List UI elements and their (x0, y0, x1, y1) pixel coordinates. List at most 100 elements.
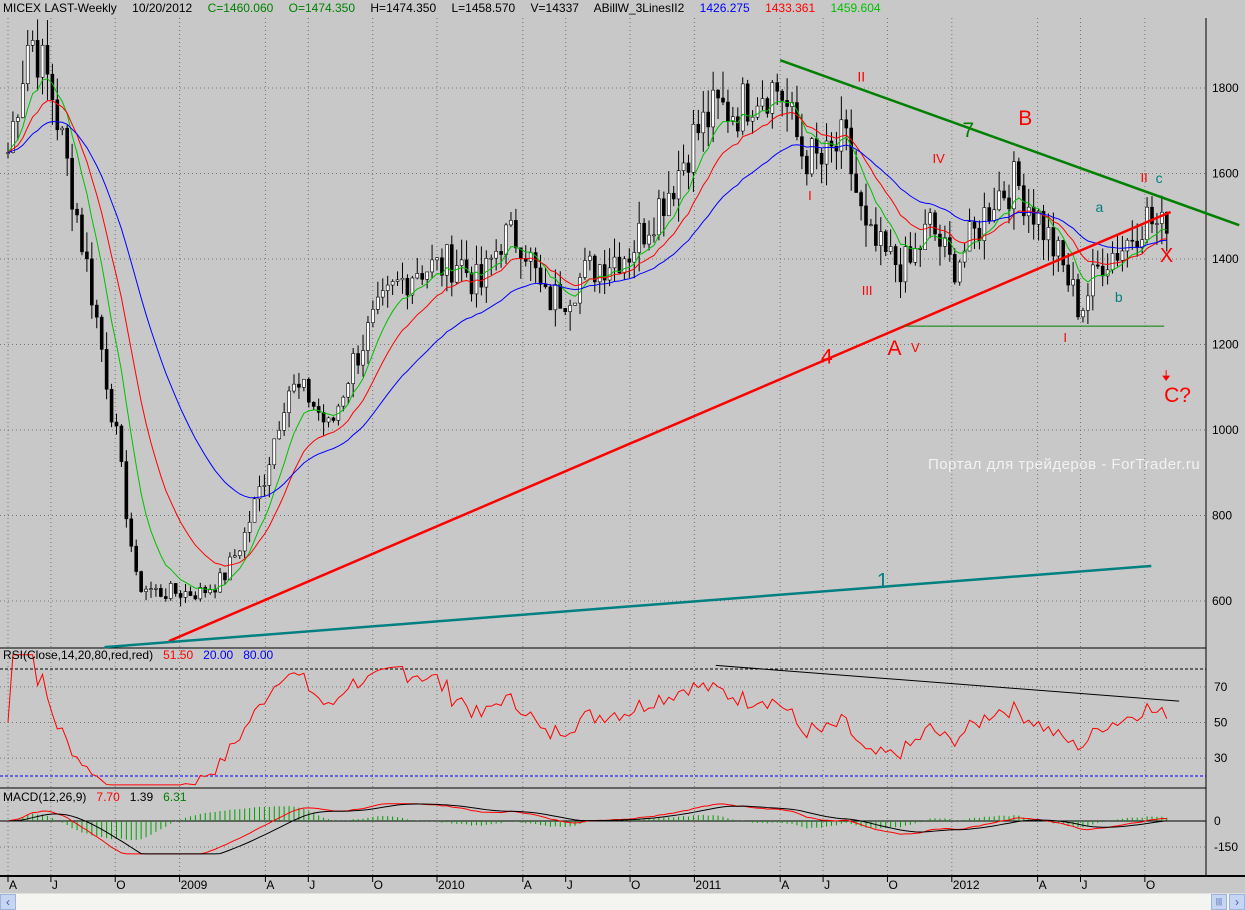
macd-label: MACD(12,26,9) (3, 790, 87, 804)
candle-down (977, 227, 982, 241)
candle-up (755, 105, 760, 118)
candle-up (1125, 239, 1130, 252)
candle-up (252, 498, 257, 523)
candle-down (90, 258, 94, 306)
candle-down (449, 244, 454, 283)
candle-down (859, 192, 863, 207)
candle-down (1115, 253, 1120, 261)
scroll-left-button[interactable]: ‹ (0, 894, 16, 910)
candle-down (159, 588, 163, 597)
candle-down (642, 222, 646, 245)
candle-up (1155, 223, 1159, 225)
wave-label: A (887, 337, 901, 360)
low-label: L=1458.570 (451, 1, 516, 15)
candle-up (435, 257, 439, 261)
candle-up (509, 220, 513, 226)
candle-up (528, 252, 533, 262)
wave-label: B (1018, 107, 1032, 130)
time-tick-label: A (266, 878, 274, 892)
candle-down (523, 257, 528, 262)
candle-down (50, 73, 55, 101)
candle-down (696, 123, 701, 134)
candle-down (948, 237, 952, 255)
candle-up (928, 212, 932, 225)
candle-down (1017, 161, 1021, 186)
candle-up (997, 190, 1001, 211)
candle-up (11, 121, 15, 153)
rsi-low-level: 20.00 (203, 648, 234, 662)
candle-up (760, 98, 765, 107)
candle-up (553, 284, 558, 311)
candle-down (1130, 239, 1135, 242)
open-label: O=1474.350 (288, 1, 356, 15)
wave-label: 7 (963, 119, 975, 142)
candle-down (35, 40, 40, 78)
wave-label: 4 (821, 346, 833, 369)
candle-up (144, 588, 148, 592)
candle-up (287, 390, 291, 413)
time-tick-label: O (631, 878, 640, 892)
candle-up (957, 261, 962, 283)
rsi-tick-label: 30 (1214, 751, 1228, 765)
candle-up (247, 521, 252, 533)
horizontal-scrollbar[interactable]: ‹ ||| › (0, 893, 1245, 910)
macd-header: MACD(12,26,9) 7.70 1.39 6.31 (3, 790, 187, 804)
macd-histogram (12, 806, 1168, 841)
candle-down (543, 284, 548, 288)
candle-down (469, 272, 474, 295)
candle-up (750, 116, 755, 122)
candle-down (972, 221, 977, 229)
candle-up (380, 290, 385, 298)
candle-up (183, 591, 188, 598)
macd-value: 7.70 (96, 790, 120, 804)
candle-up (242, 532, 247, 552)
wave-label: IV (932, 151, 945, 166)
candle-up (326, 417, 331, 423)
candle-down (805, 155, 809, 175)
time-tick-label: 2011 (695, 878, 721, 892)
scroll-thumb[interactable]: ||| (1211, 894, 1227, 910)
candle-down (819, 152, 824, 165)
candle-up (888, 246, 893, 252)
wave-label: II (1141, 170, 1148, 185)
candle-down (814, 138, 819, 154)
indicator-green-value: 1459.604 (830, 1, 881, 15)
candle-up (923, 223, 927, 250)
candle-up (154, 588, 158, 590)
candle-up (1120, 250, 1125, 261)
time-tick-label: 2012 (953, 878, 980, 892)
candle-up (40, 44, 45, 78)
candle-down (785, 100, 789, 107)
wave-label: a (1096, 199, 1104, 215)
candle-up (647, 234, 651, 245)
candle-up (218, 572, 222, 593)
candle-down (898, 264, 903, 283)
candle-up (272, 438, 277, 466)
price-tick-label: 1800 (1212, 81, 1239, 95)
time-tick-label: J (567, 878, 573, 892)
candle-up (1110, 253, 1115, 271)
candle-up (168, 583, 173, 599)
candle-up (597, 264, 602, 283)
time-tick-label: 2010 (438, 878, 465, 892)
candle-up (494, 251, 498, 259)
wave-label: V (911, 340, 920, 355)
candle-down (938, 233, 942, 247)
candle-down (104, 349, 109, 390)
time-tick-label: J (824, 878, 830, 892)
candle-up (257, 486, 262, 500)
candle-down (173, 583, 178, 594)
price-tick-label: 1200 (1212, 338, 1239, 352)
candle-down (987, 207, 992, 222)
scroll-right-button[interactable]: › (1229, 894, 1245, 910)
candle-down (405, 278, 410, 296)
candle-up (943, 237, 947, 247)
wave-label: II (857, 69, 865, 85)
candle-up (410, 277, 415, 296)
candle-up (1012, 161, 1016, 210)
candle-up (208, 589, 212, 594)
candle-down (139, 571, 143, 592)
candle-up (474, 264, 479, 295)
candle-up (366, 322, 370, 351)
